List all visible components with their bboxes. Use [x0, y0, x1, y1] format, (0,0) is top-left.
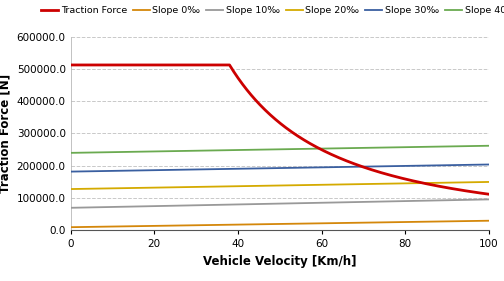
Traction Force [403, 178, 409, 181]
X-axis label: Vehicle Velocity [Km/h]: Vehicle Velocity [Km/h] [203, 255, 356, 268]
Line: Traction Force: Traction Force [71, 65, 489, 194]
Traction Force [445, 186, 451, 190]
Traction Force [331, 154, 337, 157]
Traction Force [486, 192, 492, 196]
Traction Force [339, 157, 345, 161]
Legend: Traction Force, Slope 0‰, Slope 10‰, Slope 20‰, Slope 30‰, Slope 40‰: Traction Force, Slope 0‰, Slope 10‰, Slo… [41, 6, 504, 15]
Traction Force [68, 63, 74, 67]
Traction Force [467, 190, 473, 193]
Y-axis label: Traction Force [N]: Traction Force [N] [0, 74, 11, 193]
Traction Force [430, 183, 436, 187]
